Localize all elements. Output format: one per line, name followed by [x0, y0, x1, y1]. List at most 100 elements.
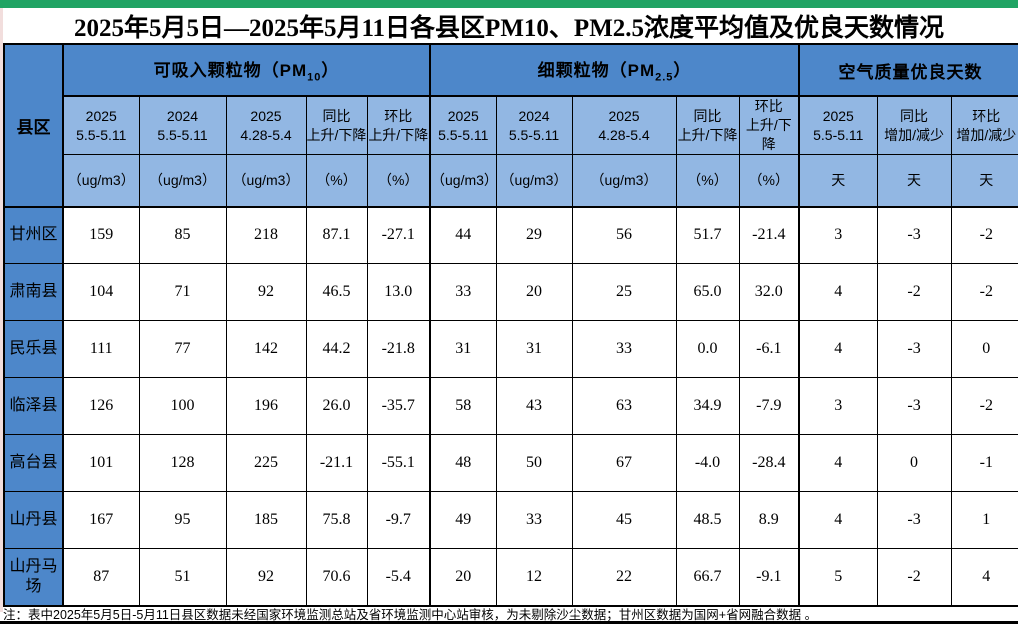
table-row: 民乐县 111 77 142 44.2 -21.8 31 31 33 0.0 -6.1 4 -3 0 [3, 320, 1018, 378]
period-line1: 同比 [900, 107, 929, 124]
value-cell: 25 [571, 263, 677, 321]
value-cell: -35.7 [366, 377, 432, 435]
value-cell: 225 [225, 434, 307, 492]
period-line2: 上升/下降 [745, 117, 792, 152]
value-cell: 8.9 [738, 491, 801, 549]
unit-header: 天 [876, 154, 952, 208]
value-cell: -2 [950, 263, 1018, 321]
value-cell: 71 [138, 263, 227, 321]
value-cell: 104 [62, 263, 140, 321]
unit-header: （%） [366, 154, 432, 208]
value-cell: -3 [876, 491, 952, 549]
county-cell: 临泽县 [3, 377, 64, 435]
value-cell: -27.1 [366, 206, 432, 264]
county-cell: 高台县 [3, 434, 64, 492]
value-cell: 101 [62, 434, 140, 492]
period-line1: 2024 [518, 107, 550, 124]
value-cell: -2 [950, 377, 1018, 435]
table-row: 山丹县 167 95 185 75.8 -9.7 49 33 45 48.5 8.9 4 -3 1 [3, 491, 1018, 549]
value-cell: 87 [62, 548, 140, 606]
period-header-row: 2025 5.5-5.11 2024 5.5-5.11 2025 4.28-5.4 同… [4, 95, 1018, 155]
group-label-pm10-close: ） [321, 61, 340, 81]
footnote: 注：表中2025年5月5日-5月11日县区数据未经国家环境监测总站及省环境监测中… [3, 608, 818, 622]
col-header-days-yoy: 同比增加/减少 [876, 95, 952, 155]
value-cell: -5.4 [366, 548, 432, 606]
value-cell: 126 [62, 377, 140, 435]
value-cell: 20 [429, 548, 497, 606]
value-cell: 44 [429, 206, 497, 264]
col-header-pm10-mom: 环比 上升/下降 [366, 95, 432, 155]
left-accent-strip [0, 8, 3, 612]
footnote-row: 注：表中2025年5月5日-5月11日县区数据未经国家环境监测总站及省环境监测中… [3, 607, 1018, 622]
value-cell: 29 [495, 206, 573, 264]
unit-header: 天 [950, 154, 1018, 208]
value-cell: 167 [62, 491, 140, 549]
value-cell: 111 [62, 320, 140, 378]
period-line2: 上升/下降 [677, 126, 738, 143]
county-cell: 民乐县 [3, 320, 64, 378]
value-cell: 32.0 [738, 263, 801, 321]
period-line2: 增加/减少 [956, 126, 1017, 143]
unit-header: （ug/m3） [62, 154, 140, 208]
value-cell: 51 [138, 548, 227, 606]
unit-header: （ug/m3） [225, 154, 307, 208]
period-line2: 5.5-5.11 [438, 126, 489, 143]
unit-header: （%） [305, 154, 368, 208]
value-cell: 3 [798, 377, 878, 435]
period-line2: 5.5-5.11 [157, 126, 208, 143]
unit-header: （ug/m3） [495, 154, 573, 208]
value-cell: -2 [876, 548, 952, 606]
value-cell: 196 [225, 377, 307, 435]
group-label-pm25: 细颗粒物（PM [537, 61, 656, 81]
value-cell: 92 [225, 263, 307, 321]
value-cell: 3 [798, 206, 878, 264]
value-cell: -9.7 [366, 491, 432, 549]
value-cell: 12 [495, 548, 573, 606]
value-cell: -3 [876, 377, 952, 435]
value-cell: 31 [495, 320, 573, 378]
col-header-pm25-mom: 环比上升/下降 [738, 95, 801, 155]
value-cell: -21.8 [366, 320, 432, 378]
value-cell: 33 [571, 320, 677, 378]
value-cell: 4 [798, 320, 878, 378]
group-header-good-days: 空气质量优良天数 [798, 43, 1018, 97]
value-cell: 58 [429, 377, 497, 435]
value-cell: 142 [225, 320, 307, 378]
value-cell: 13.0 [366, 263, 432, 321]
col-header-pm25-yoy: 同比 上升/下降 [675, 95, 740, 155]
value-cell: 75.8 [305, 491, 368, 549]
value-cell: 49 [429, 491, 497, 549]
period-line1: 2025 [447, 107, 479, 124]
value-cell: -3 [876, 320, 952, 378]
county-cell: 甘州区 [3, 206, 64, 264]
county-cell: 山丹马场 [3, 548, 64, 606]
value-cell: 56 [571, 206, 677, 264]
value-cell: 4 [798, 263, 878, 321]
col-header-pm10-prevweek: 2025 4.28-5.4 [225, 95, 307, 155]
value-cell: 67 [571, 434, 677, 492]
table-row: 临泽县 126 100 196 26.0 -35.7 58 43 63 34.9 -7.9 3 -3 -2 [3, 377, 1018, 435]
value-cell: 77 [138, 320, 227, 378]
period-line2: 增加/减少 [884, 126, 944, 143]
period-line1: 2025 [608, 107, 640, 124]
value-cell: 100 [138, 377, 227, 435]
value-cell: 44.2 [305, 320, 368, 378]
table-row: 肃南县 104 71 92 46.5 13.0 33 20 25 65.0 32.0 4 -2 -2 [3, 263, 1018, 321]
period-line2: 4.28-5.4 [240, 126, 292, 143]
top-accent-bar [0, 0, 1018, 8]
value-cell: 63 [571, 377, 677, 435]
group-label-pm10: 可吸入颗粒物（PM [153, 61, 308, 81]
value-cell: 45 [571, 491, 677, 549]
value-cell: 128 [138, 434, 227, 492]
value-cell: -28.4 [738, 434, 801, 492]
value-cell: 33 [429, 263, 497, 321]
period-line1: 环比 [754, 98, 783, 114]
value-cell: 159 [62, 206, 140, 264]
group-header-row: 县区 可吸入颗粒物（PM10） 细颗粒物（PM2.5） 空气质量优良天数 [3, 43, 1018, 208]
table-row: 山丹马场 87 51 92 70.6 -5.4 20 12 22 66.7 -9.1 5 -2 4 [3, 548, 1018, 606]
period-line1: 同比 [322, 107, 351, 124]
col-header-pm10-2024: 2024 5.5-5.11 [138, 95, 227, 155]
value-cell: -2 [876, 263, 952, 321]
unit-header: （ug/m3） [429, 154, 497, 208]
